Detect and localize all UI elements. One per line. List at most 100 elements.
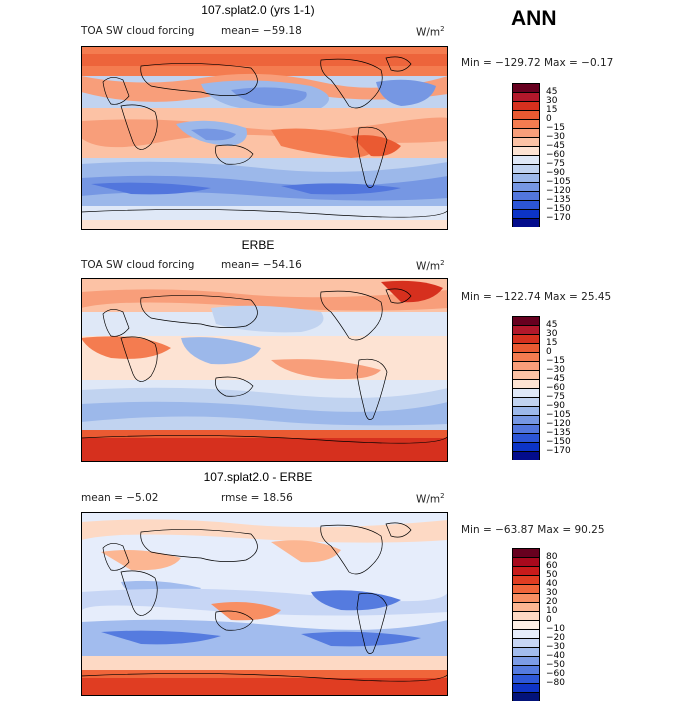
panel3-colorbar: 80 60 50 40 30 20 10 0 −10 −20 −30 −40 −50 −60 −80 [512,548,565,701]
colorbar-tick-label: −15 [546,122,565,133]
panel2-title: ERBE [241,238,275,252]
colorbar-tick-label: −90 [546,167,565,178]
colorbar-swatch [512,397,540,406]
colorbar-tick-label: −45 [546,140,565,151]
colorbar-swatch [512,200,540,209]
colorbar-swatch [512,602,540,611]
panel1-mean: mean= −59.18 [221,25,302,37]
colorbar-tick-label: 30 [546,328,558,339]
colorbar-swatch [512,575,540,584]
colorbar-swatch [512,406,540,415]
colorbar-tick-label: −75 [546,158,565,169]
colorbar-tick-label: −60 [546,149,565,160]
colorbar-tick-label: 20 [546,596,558,607]
colorbar-tick-label: 15 [546,104,558,115]
colorbar-swatch [512,209,540,218]
colorbar-tick-label: 60 [546,560,558,571]
colorbar-swatch [512,442,540,451]
colorbar-tick-label: 80 [546,551,558,562]
colorbar-tick-label: −10 [546,623,565,634]
colorbar-swatch [512,146,540,155]
colorbar-swatch [512,137,540,146]
panel3-minmax: Min = −63.87 Max = 90.25 [461,524,605,536]
colorbar-tick-label: 40 [546,578,558,589]
colorbar-swatch [512,191,540,200]
colorbar-tick-label: −105 [546,409,571,420]
colorbar-swatch [512,388,540,397]
colorbar-tick-label: −30 [546,131,565,142]
colorbar-tick-label: 10 [546,605,558,616]
colorbar-swatch [512,128,540,137]
colorbar-tick-label: 30 [546,95,558,106]
colorbar-swatch [512,611,540,620]
colorbar-swatch [512,110,540,119]
colorbar-swatch [512,424,540,433]
colorbar-tick-label: 15 [546,337,558,348]
colorbar-swatch [512,334,540,343]
colorbar-swatch [512,629,540,638]
colorbar-tick-label: −80 [546,677,565,688]
colorbar-swatch [512,173,540,182]
colorbar-tick-label: −60 [546,668,565,679]
colorbar-tick-label: −60 [546,382,565,393]
season-label: ANN [511,7,557,30]
colorbar-swatch [512,656,540,665]
colorbar-tick-label: −105 [546,176,571,187]
colorbar-tick-label: −135 [546,194,571,205]
panel2-units: W/m2 [416,259,445,273]
colorbar-swatch [512,557,540,566]
colorbar-swatch [512,352,540,361]
colorbar-swatch [512,665,540,674]
panel1-minmax: Min = −129.72 Max = −0.17 [461,57,614,69]
colorbar-tick-label: −15 [546,355,565,366]
panel3-mean: mean = −5.02 [81,492,159,504]
colorbar-tick-label: −135 [546,427,571,438]
colorbar-tick-label: −170 [546,212,571,223]
colorbar-swatch [512,379,540,388]
panel2-minmax: Min = −122.74 Max = 25.45 [461,291,612,303]
colorbar-swatch [512,415,540,424]
panel2-mean: mean= −54.16 [221,259,302,271]
colorbar-tick-label: 45 [546,319,558,330]
colorbar-swatch [512,325,540,334]
colorbar-swatch [512,316,540,325]
colorbar-swatch [512,566,540,575]
colorbar-swatch [512,218,540,227]
colorbar-swatch [512,638,540,647]
panel2-map [81,278,448,462]
colorbar-tick-label: 45 [546,86,558,97]
colorbar-tick-label: 0 [546,113,552,124]
colorbar-tick-label: 30 [546,587,558,598]
panel2-variable: TOA SW cloud forcing [81,259,195,271]
colorbar-tick-label: −120 [546,185,571,196]
panel1-colorbar: 45 30 15 0 −15 −30 −45 −60 −75 −90 −105 −120 −135 −15… [512,83,571,227]
colorbar-swatch [512,451,540,460]
colorbar-tick-label: −150 [546,203,571,214]
colorbar-swatch [512,361,540,370]
panel3-map [81,512,448,696]
colorbar-tick-label: −170 [546,445,571,456]
panel3-title: 107.splat2.0 - ERBE [203,470,313,484]
colorbar-swatch [512,182,540,191]
colorbar-swatch [512,164,540,173]
colorbar-swatch [512,433,540,442]
colorbar-tick-label: −40 [546,650,565,661]
colorbar-swatch [512,370,540,379]
colorbar-tick-label: 50 [546,569,558,580]
colorbar-tick-label: −75 [546,391,565,402]
colorbar-swatch [512,674,540,683]
panel3-rmse: rmse = 18.56 [221,492,293,504]
colorbar-swatch [512,119,540,128]
colorbar-tick-label: 0 [546,614,552,625]
panel1-units: W/m2 [416,25,445,39]
panel1-map [81,46,448,230]
panel1-title: 107.splat2.0 (yrs 1-1) [201,3,315,17]
colorbar-swatch [512,593,540,602]
panel3-units: W/m2 [416,492,445,506]
colorbar-tick-label: −30 [546,364,565,375]
colorbar-tick-label: −90 [546,400,565,411]
panel2-colorbar: 45 30 15 0 −15 −30 −45 −60 −75 −90 −105 −120 −135 −15… [512,316,571,460]
colorbar-tick-label: −45 [546,373,565,384]
colorbar-swatch [512,83,540,92]
colorbar-swatch [512,692,540,701]
